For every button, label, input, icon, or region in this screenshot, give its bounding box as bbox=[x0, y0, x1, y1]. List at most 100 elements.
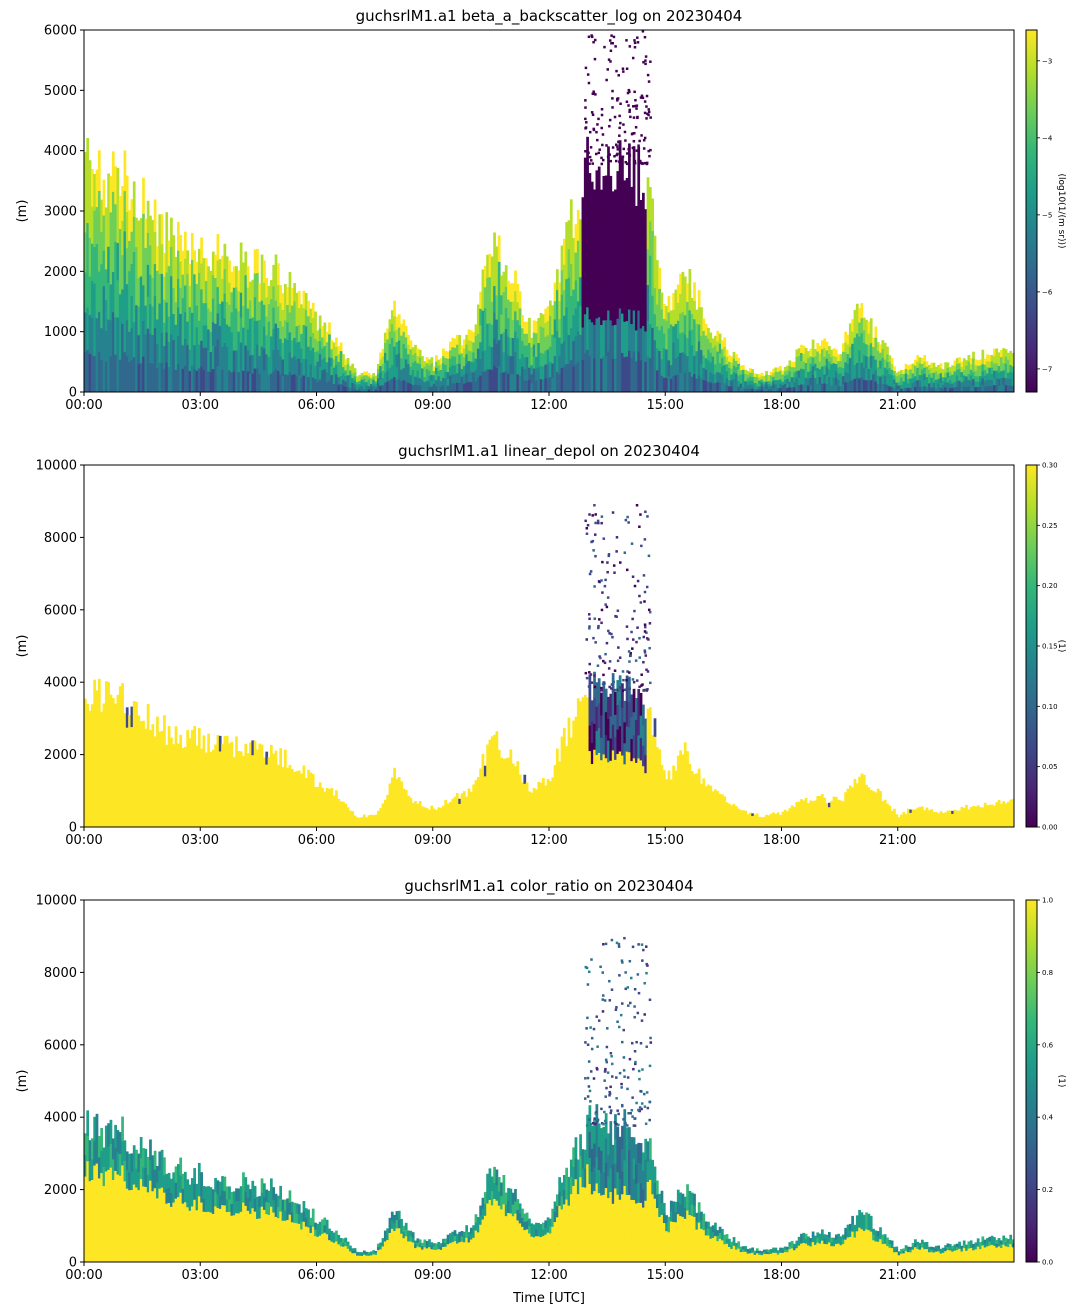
heatmap-cell bbox=[976, 381, 980, 388]
heatmap-cell bbox=[416, 819, 420, 824]
heatmap-cell bbox=[462, 815, 466, 822]
heatmap-cell bbox=[728, 355, 731, 362]
heatmap-cell bbox=[895, 375, 899, 380]
scatter-point bbox=[619, 102, 622, 106]
heatmap-cell bbox=[486, 785, 489, 800]
heatmap-cell bbox=[323, 803, 327, 810]
heatmap-cell bbox=[97, 230, 101, 272]
heatmap-cell bbox=[207, 308, 210, 330]
heatmap-cell bbox=[795, 349, 799, 357]
heatmap-cell bbox=[721, 821, 724, 827]
heatmap-cell bbox=[86, 703, 90, 725]
heatmap-cell bbox=[934, 819, 938, 823]
heatmap-cell bbox=[290, 357, 294, 376]
heatmap-cell bbox=[514, 786, 517, 798]
heatmap-cell bbox=[365, 381, 369, 386]
heatmap-cell bbox=[288, 332, 292, 353]
heatmap-cell bbox=[595, 207, 599, 245]
heatmap-cell bbox=[590, 742, 594, 765]
heatmap-cell bbox=[502, 781, 506, 794]
heatmap-cell bbox=[948, 387, 952, 392]
heatmap-cell bbox=[181, 297, 185, 322]
heatmap-cell bbox=[442, 819, 445, 824]
heatmap-cell bbox=[688, 805, 692, 817]
heatmap-cell bbox=[876, 358, 880, 368]
heatmap-cell bbox=[516, 794, 520, 806]
heatmap-cell bbox=[395, 366, 399, 380]
heatmap-cell bbox=[523, 380, 527, 392]
heatmap-cell bbox=[744, 824, 748, 827]
heatmap-cell bbox=[611, 673, 615, 700]
heatmap-cell bbox=[211, 801, 215, 815]
heatmap-cell bbox=[158, 273, 162, 304]
heatmap-cell bbox=[553, 765, 557, 776]
heatmap-cell bbox=[828, 802, 831, 808]
heatmap-cell bbox=[211, 788, 215, 802]
heatmap-cell bbox=[200, 787, 203, 802]
heatmap-cell bbox=[653, 736, 657, 755]
heatmap-cell bbox=[674, 780, 678, 790]
heatmap-cell bbox=[932, 367, 936, 373]
heatmap-cell bbox=[214, 369, 217, 392]
heatmap-cell bbox=[814, 377, 817, 386]
heatmap-cell bbox=[783, 383, 787, 389]
heatmap-cell bbox=[386, 381, 389, 392]
heatmap-cell bbox=[962, 358, 966, 365]
heatmap-cell bbox=[718, 815, 722, 822]
heatmap-cell bbox=[479, 817, 482, 827]
heatmap-cell bbox=[795, 363, 799, 372]
heatmap-cell bbox=[114, 316, 117, 355]
heatmap-cell bbox=[811, 357, 815, 367]
heatmap-cell bbox=[293, 817, 296, 827]
heatmap-cell bbox=[416, 803, 420, 808]
heatmap-cell bbox=[118, 195, 122, 230]
heatmap-cell bbox=[565, 746, 569, 760]
heatmap-cell bbox=[832, 796, 836, 802]
heatmap-cell bbox=[177, 771, 180, 786]
heatmap-cell bbox=[874, 798, 878, 805]
heatmap-cell bbox=[779, 818, 782, 822]
heatmap-cell bbox=[493, 338, 496, 366]
heatmap-cell bbox=[960, 816, 964, 821]
heatmap-cell bbox=[762, 821, 766, 825]
heatmap-cell bbox=[583, 804, 587, 827]
heatmap-cell bbox=[449, 358, 452, 368]
heatmap-cell bbox=[602, 754, 606, 779]
heatmap-cell bbox=[893, 370, 896, 376]
heatmap-cell bbox=[802, 800, 806, 806]
heatmap-cell bbox=[251, 754, 255, 770]
heatmap-cell bbox=[790, 371, 794, 378]
heatmap-cell bbox=[676, 356, 680, 375]
heatmap-cell bbox=[318, 340, 322, 355]
heatmap-cell bbox=[662, 347, 666, 364]
heatmap-cell bbox=[888, 355, 892, 362]
heatmap-cell bbox=[244, 298, 248, 323]
heatmap-cell bbox=[386, 794, 389, 801]
heatmap-cell bbox=[100, 769, 103, 789]
heatmap-cell bbox=[453, 816, 457, 823]
heatmap-cell bbox=[93, 246, 97, 284]
heatmap-cell bbox=[753, 816, 757, 819]
heatmap-cell bbox=[569, 767, 573, 783]
heatmap-cell bbox=[223, 751, 227, 767]
heatmap-cell bbox=[209, 331, 213, 353]
heatmap-cell bbox=[502, 815, 506, 827]
heatmap-cell bbox=[97, 777, 101, 803]
heatmap-cell bbox=[625, 726, 629, 752]
heatmap-cell bbox=[555, 289, 559, 311]
heatmap-cell bbox=[525, 819, 529, 827]
heatmap-cell bbox=[709, 820, 713, 827]
heatmap-cell bbox=[270, 317, 273, 337]
heatmap-cell bbox=[432, 814, 436, 819]
heatmap-cell bbox=[321, 381, 324, 392]
heatmap-cell bbox=[816, 359, 820, 368]
heatmap-cell bbox=[530, 804, 534, 811]
heatmap-cell bbox=[151, 363, 155, 392]
heatmap-cell bbox=[335, 814, 338, 822]
heatmap-cell bbox=[325, 820, 329, 827]
heatmap-cell bbox=[953, 365, 957, 372]
heatmap-cell bbox=[363, 378, 366, 383]
heatmap-cell bbox=[665, 320, 668, 336]
heatmap-cell bbox=[642, 806, 645, 827]
heatmap-cell bbox=[714, 795, 717, 803]
